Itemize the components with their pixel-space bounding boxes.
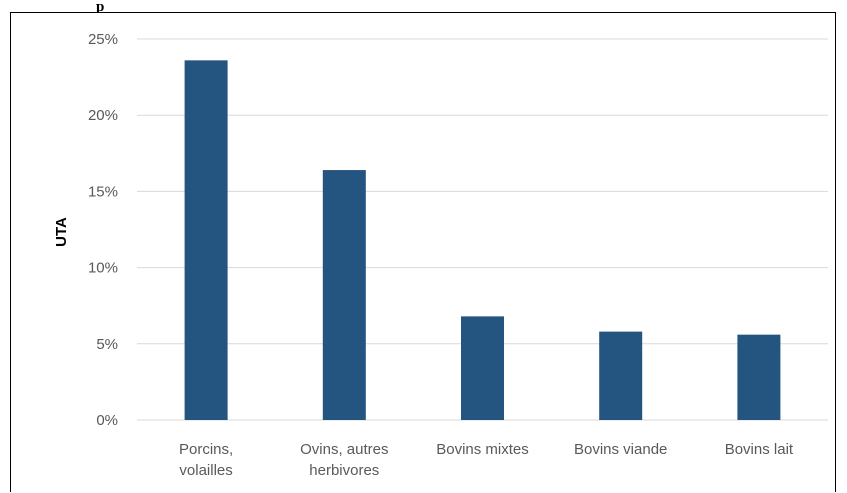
bar — [461, 316, 504, 420]
y-tick-label: 20% — [88, 107, 118, 124]
x-category-label: Bovins lait — [725, 441, 794, 458]
y-axis-label: UTA — [53, 217, 70, 247]
x-category-label: Porcins, volailles — [179, 441, 233, 479]
x-category-label: Ovins, autres herbivores — [300, 441, 388, 479]
chart-frame — [10, 12, 836, 492]
bar — [322, 170, 366, 420]
x-category-label: Bovins viande — [574, 441, 667, 458]
top-caption: p — [0, 0, 847, 14]
y-tick-label: 15% — [88, 183, 118, 200]
y-tick-label: 5% — [96, 336, 118, 353]
bar — [184, 60, 228, 420]
y-tick-label: 0% — [96, 412, 118, 429]
y-axis-ticks: 0% 5% 10% 15% 20% 25% — [88, 31, 118, 429]
bar — [737, 334, 781, 420]
bar — [599, 331, 643, 420]
bars — [184, 60, 781, 420]
x-category-label: Bovins mixtes — [436, 441, 529, 458]
x-axis-categories: Porcins, volailles Ovins, autres herbivores… — [179, 441, 794, 479]
gridlines — [137, 38, 828, 421]
y-tick-label: 10% — [88, 260, 118, 277]
y-tick-label: 25% — [88, 31, 118, 48]
caption-text: p — [96, 0, 105, 14]
